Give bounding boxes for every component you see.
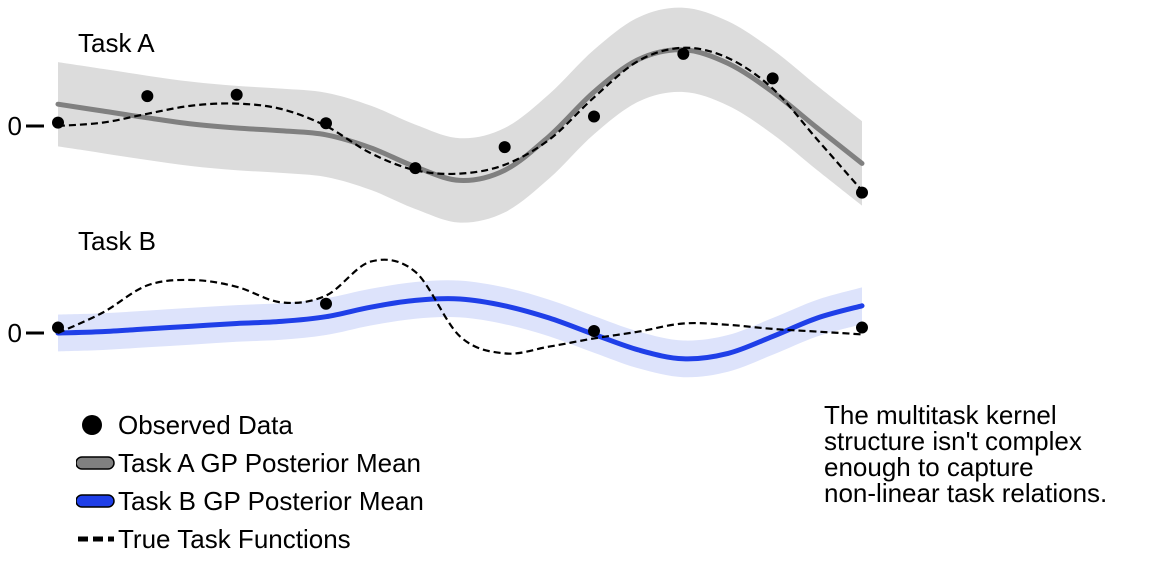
- task-b-observed-point: [320, 297, 332, 310]
- task-b-ytick-label: 0: [8, 318, 22, 348]
- task-a-observed-point: [141, 90, 154, 103]
- note-line-4: non-linear task relations.: [824, 478, 1108, 508]
- task-a-observed-point: [856, 186, 868, 199]
- legend-item-observed: Observed Data: [76, 406, 424, 444]
- note-line-3: enough to capture: [824, 452, 1034, 482]
- legend-marker-task-a-line: [75, 444, 118, 482]
- task-a-observed-point: [498, 141, 511, 154]
- task-a-ytick-label: 0: [8, 111, 22, 141]
- task-a-title: Task A: [78, 28, 155, 58]
- note-line-2: structure isn't complex: [824, 426, 1082, 456]
- legend: Observed Data Task A GP Posterior Mean T…: [75, 406, 424, 558]
- task-a-observed-point: [230, 88, 243, 101]
- task-a-observed-point: [588, 110, 600, 123]
- annotation-note: The multitask kernel structure isn't com…: [824, 402, 1154, 506]
- task-a-observed-point: [52, 116, 64, 129]
- task-a-true-function-line: [57, 46, 863, 192]
- task-b-posterior-mean-line: [55, 296, 865, 362]
- task-a-observed-point: [409, 162, 422, 175]
- legend-marker-task-b-line: [75, 482, 118, 520]
- legend-label-truth: True Task Functions: [118, 523, 351, 554]
- figure: Task A 0 Task B 0: [8, 7, 868, 378]
- legend-marker-dashed: [76, 520, 118, 558]
- task-b-title: Task B: [78, 226, 156, 256]
- task-b-observed-point: [588, 324, 600, 337]
- legend-item-truth: True Task Functions: [76, 520, 424, 558]
- legend-label-task-a: Task A GP Posterior Mean: [118, 447, 421, 478]
- legend-item-task-b: Task B GP Posterior Mean: [75, 482, 424, 520]
- task-a-observed-point: [766, 72, 779, 85]
- legend-item-task-a: Task A GP Posterior Mean: [75, 444, 424, 482]
- task-a-observed-point: [320, 117, 332, 130]
- task-a-observed-point: [677, 47, 690, 60]
- task-a-confidence-band: [58, 7, 862, 223]
- task-a-posterior-mean-line: [55, 47, 865, 183]
- legend-marker-dot: [76, 406, 118, 444]
- task-b-true-function-line: [57, 258, 863, 355]
- legend-label-task-b: Task B GP Posterior Mean: [118, 485, 424, 516]
- legend-label-observed: Observed Data: [118, 409, 293, 440]
- task-b-observed-point: [52, 321, 64, 334]
- task-b-observed-point: [856, 321, 868, 334]
- note-line-1: The multitask kernel: [824, 400, 1057, 430]
